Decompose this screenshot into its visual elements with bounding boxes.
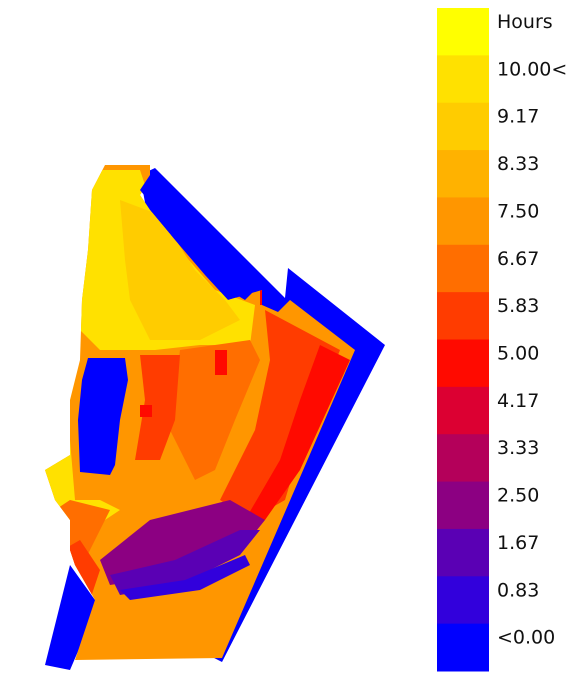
zone-low-hours-interior [78,358,128,475]
legend-swatch [437,481,489,530]
legend-swatch [437,197,489,246]
legend-swatch [437,244,489,293]
legend-swatch [437,292,489,340]
legend-label: 2.50 [497,485,539,507]
legend-swatch-top [437,8,489,56]
site-floor-plan [45,165,385,670]
legend-label: 3.33 [497,437,539,459]
legend-label: 8.33 [497,153,539,175]
legend-label: 9.17 [497,106,539,128]
legend-label: 5.00 [497,343,539,365]
legend-label: 6.67 [497,248,539,270]
legend-swatch [437,102,489,151]
legend-label: 7.50 [497,200,539,222]
zone-low-hours-strip [140,175,255,300]
legend-swatch [437,150,489,198]
legend-title: Hours [497,11,553,33]
legend-swatch [437,339,489,388]
legend-swatch [437,55,489,104]
legend-swatch [437,434,489,483]
legend-swatch [437,623,489,672]
zone-low-hours-outer [45,168,385,670]
color-legend: Hours 10.00< 9.17 8.33 7.50 6.67 5.83 5.00 4.17 3… [437,8,567,672]
legend-swatch [437,576,489,625]
legend-swatch [437,528,489,577]
legend-label: 10.00< [497,58,567,80]
legend-label: 1.67 [497,532,539,554]
legend-label: <0.00 [497,627,555,649]
legend-label: 5.83 [497,295,539,317]
legend-label: 4.17 [497,390,539,412]
legend-label: 0.83 [497,579,539,601]
legend-swatch [437,386,489,435]
